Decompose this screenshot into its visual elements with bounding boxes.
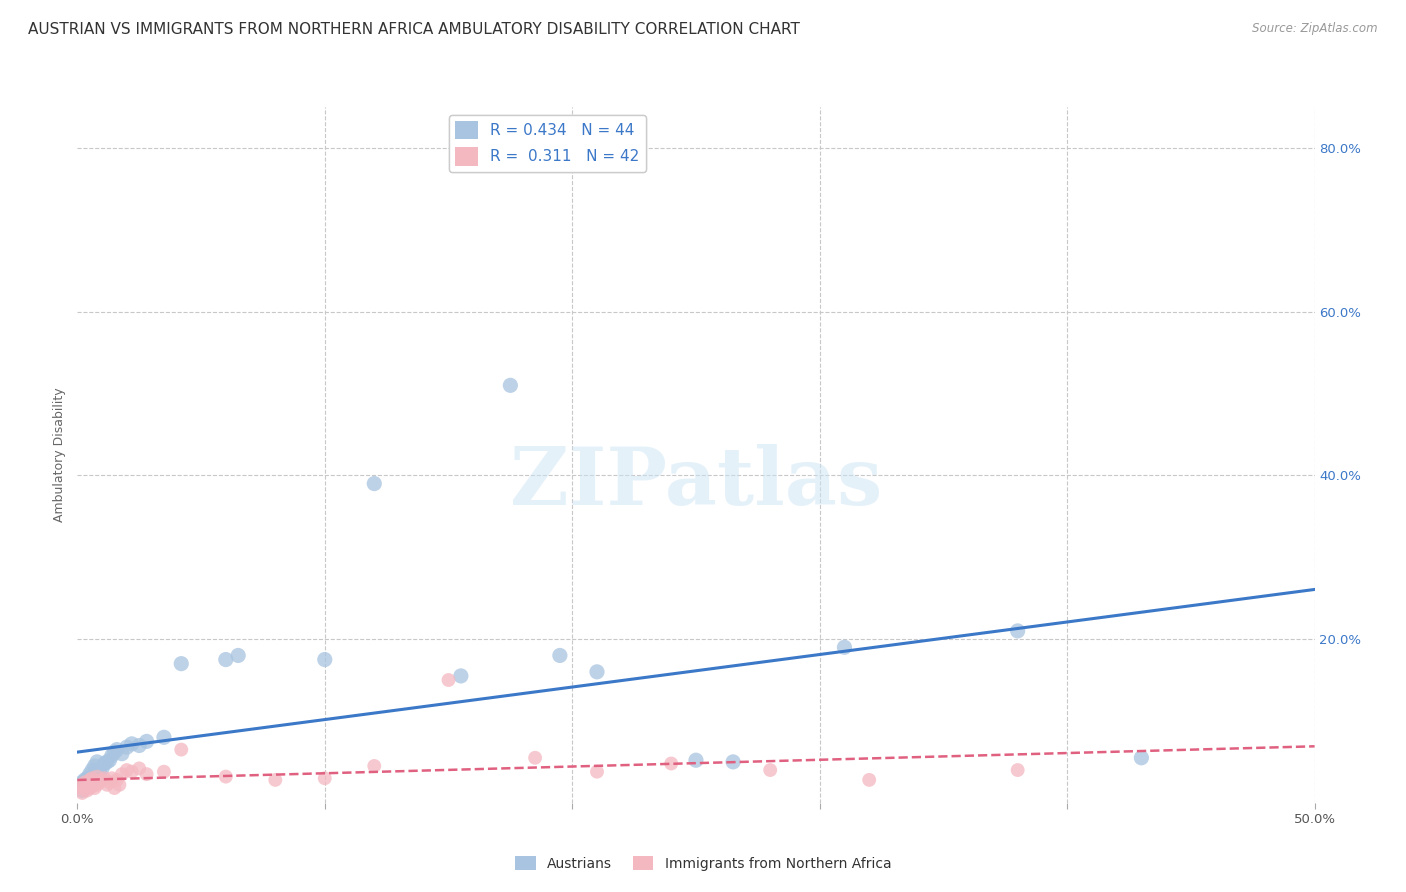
- Point: [82, 775, 104, 789]
- Legend: R = 0.434   N = 44, R =  0.311   N = 42: R = 0.434 N = 44, R = 0.311 N = 42: [449, 115, 645, 172]
- Point: [96, 778, 118, 792]
- Y-axis label: Ambulatory Disability: Ambulatory Disability: [53, 388, 66, 522]
- Point: [1130, 751, 1153, 765]
- Point: [72, 778, 94, 792]
- Point: [108, 778, 131, 792]
- Point: [264, 772, 287, 787]
- Point: [105, 772, 128, 787]
- Point: [73, 772, 96, 787]
- Point: [91, 772, 114, 787]
- Point: [858, 772, 880, 787]
- Point: [73, 782, 96, 797]
- Point: [135, 767, 157, 781]
- Point: [363, 759, 385, 773]
- Text: ZIPatlas: ZIPatlas: [510, 443, 882, 522]
- Point: [153, 731, 176, 745]
- Point: [103, 745, 125, 759]
- Point: [79, 772, 101, 787]
- Point: [86, 755, 108, 769]
- Point: [170, 657, 193, 671]
- Point: [72, 783, 94, 797]
- Point: [83, 775, 105, 789]
- Point: [98, 775, 121, 789]
- Point: [91, 761, 114, 775]
- Point: [128, 739, 150, 753]
- Point: [128, 761, 150, 775]
- Point: [1007, 624, 1029, 638]
- Point: [82, 780, 104, 794]
- Point: [111, 747, 134, 761]
- Point: [73, 775, 96, 789]
- Point: [499, 378, 522, 392]
- Point: [226, 648, 249, 663]
- Legend: Austrians, Immigrants from Northern Africa: Austrians, Immigrants from Northern Afri…: [509, 850, 897, 876]
- Point: [314, 652, 336, 666]
- Point: [69, 780, 91, 794]
- Point: [86, 770, 108, 784]
- Point: [86, 770, 108, 784]
- Point: [103, 780, 125, 795]
- Point: [170, 742, 193, 756]
- Point: [105, 742, 128, 756]
- Point: [79, 778, 101, 792]
- Point: [79, 780, 101, 795]
- Point: [659, 756, 682, 771]
- Point: [72, 786, 94, 800]
- Point: [314, 771, 336, 785]
- Point: [586, 665, 609, 679]
- Point: [153, 764, 176, 779]
- Point: [79, 767, 101, 781]
- Point: [89, 764, 111, 779]
- Point: [685, 753, 707, 767]
- Text: AUSTRIAN VS IMMIGRANTS FROM NORTHERN AFRICA AMBULATORY DISABILITY CORRELATION CH: AUSTRIAN VS IMMIGRANTS FROM NORTHERN AFR…: [28, 22, 800, 37]
- Point: [76, 780, 98, 794]
- Point: [93, 771, 115, 785]
- Point: [834, 640, 856, 655]
- Point: [524, 751, 547, 765]
- Point: [586, 764, 609, 779]
- Point: [98, 753, 121, 767]
- Point: [101, 748, 124, 763]
- Point: [76, 771, 98, 785]
- Point: [115, 763, 138, 777]
- Point: [73, 778, 96, 792]
- Point: [215, 652, 238, 666]
- Point: [72, 775, 94, 789]
- Point: [121, 764, 143, 779]
- Point: [83, 759, 105, 773]
- Point: [83, 771, 105, 785]
- Point: [83, 780, 105, 795]
- Point: [115, 740, 138, 755]
- Point: [111, 767, 134, 781]
- Point: [76, 780, 98, 794]
- Point: [73, 780, 96, 795]
- Point: [82, 771, 104, 785]
- Point: [548, 648, 571, 663]
- Point: [76, 783, 98, 797]
- Point: [759, 763, 782, 777]
- Point: [363, 476, 385, 491]
- Point: [69, 780, 91, 795]
- Point: [121, 737, 143, 751]
- Point: [437, 673, 460, 687]
- Point: [93, 756, 115, 771]
- Point: [82, 763, 104, 777]
- Point: [96, 755, 118, 769]
- Point: [721, 755, 744, 769]
- Point: [450, 669, 472, 683]
- Point: [1007, 763, 1029, 777]
- Point: [89, 775, 111, 789]
- Point: [135, 734, 157, 748]
- Text: Source: ZipAtlas.com: Source: ZipAtlas.com: [1253, 22, 1378, 36]
- Point: [215, 770, 238, 784]
- Point: [86, 778, 108, 792]
- Point: [101, 771, 124, 785]
